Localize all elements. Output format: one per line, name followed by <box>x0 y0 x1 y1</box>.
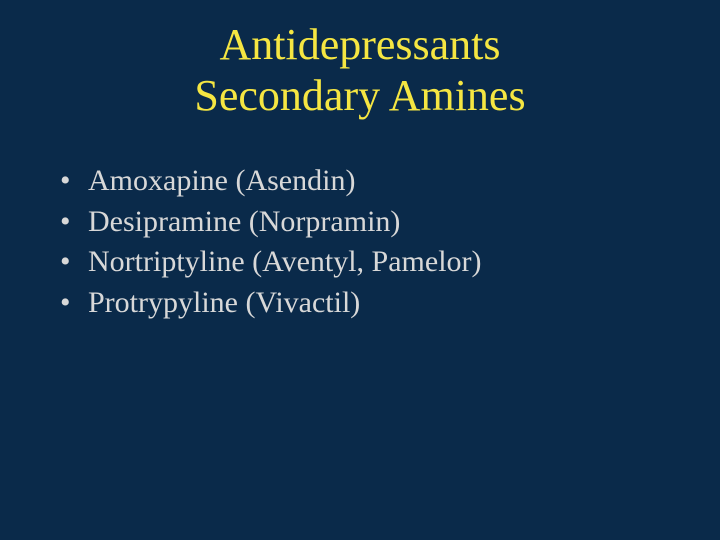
bullet-icon: • <box>60 283 88 324</box>
list-item: • Desipramine (Norpramin) <box>60 202 720 243</box>
slide: Antidepressants Secondary Amines • Amoxa… <box>0 0 720 540</box>
bullet-icon: • <box>60 161 88 202</box>
list-item-text: Desipramine (Norpramin) <box>88 202 720 243</box>
title-line-1: Antidepressants <box>0 20 720 71</box>
bullet-icon: • <box>60 202 88 243</box>
list-item-text: Amoxapine (Asendin) <box>88 161 720 202</box>
bullet-icon: • <box>60 242 88 283</box>
title-line-2: Secondary Amines <box>0 71 720 122</box>
list-item: • Nortriptyline (Aventyl, Pamelor) <box>60 242 720 283</box>
list-item-text: Nortriptyline (Aventyl, Pamelor) <box>88 242 720 283</box>
bullet-list: • Amoxapine (Asendin) • Desipramine (Nor… <box>0 161 720 323</box>
list-item-text: Protrypyline (Vivactil) <box>88 283 720 324</box>
title-block: Antidepressants Secondary Amines <box>0 20 720 121</box>
list-item: • Protrypyline (Vivactil) <box>60 283 720 324</box>
list-item: • Amoxapine (Asendin) <box>60 161 720 202</box>
